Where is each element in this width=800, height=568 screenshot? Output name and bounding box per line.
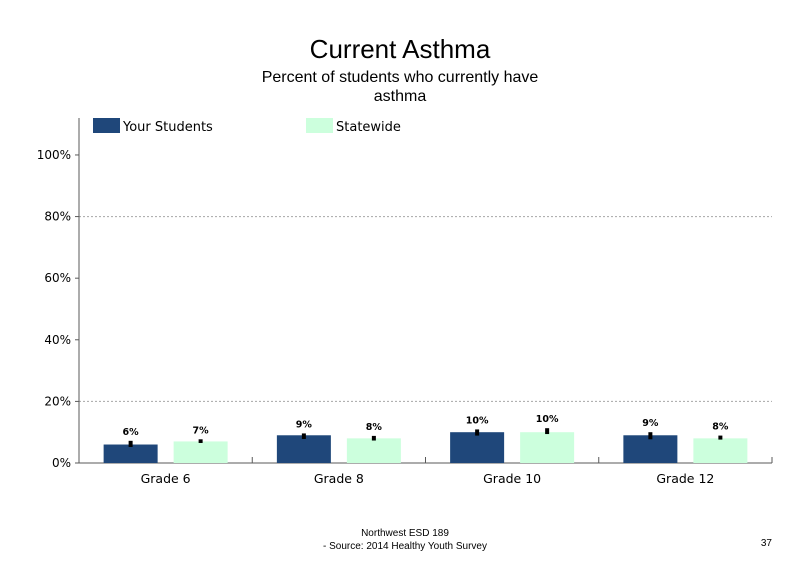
error-bar-your-students-3 — [648, 432, 653, 440]
data-label-your-students-0: 6% — [123, 427, 140, 438]
y-tick-label-0: 0% — [52, 456, 71, 470]
error-bar-your-students-1 — [301, 433, 306, 439]
bar-statewide-2 — [520, 432, 575, 463]
bar-your-students-3 — [623, 435, 678, 463]
bar-your-students-2 — [450, 432, 505, 463]
chart-subtitle: Percent of students who currently have a… — [261, 69, 539, 105]
data-label-statewide-0: 7% — [193, 425, 210, 436]
footer: Northwest ESD 189 - Source: 2014 Healthy… — [300, 527, 510, 553]
x-category-label-2: Grade 10 — [483, 471, 541, 486]
x-category-label-1: Grade 8 — [314, 471, 364, 486]
error-bar-statewide-2 — [545, 428, 550, 435]
page-number: 37 — [760, 538, 772, 549]
legend-label-your-students: Your Students — [122, 120, 213, 135]
legend-swatch-statewide — [306, 118, 333, 133]
bar-statewide-1 — [346, 438, 401, 463]
y-tick-label-40: 40% — [44, 333, 71, 347]
data-label-your-students-2: 10% — [466, 415, 489, 426]
legend-swatch-your-students — [93, 118, 120, 133]
y-tick-label-100: 100% — [37, 148, 71, 162]
error-bar-statewide-0 — [198, 439, 203, 443]
data-label-statewide-3: 8% — [712, 422, 729, 433]
data-label-your-students-3: 9% — [642, 418, 659, 429]
x-category-label-0: Grade 6 — [141, 471, 191, 486]
bar-your-students-0 — [103, 444, 158, 463]
data-label-your-students-1: 9% — [296, 419, 313, 430]
error-bar-statewide-3 — [718, 435, 723, 440]
bar-your-students-1 — [276, 435, 331, 463]
error-bar-statewide-1 — [371, 435, 376, 441]
y-tick-label-20: 20% — [44, 394, 71, 408]
footer-source: - Source: 2014 Healthy Youth Survey — [323, 541, 487, 552]
x-category-label-3: Grade 12 — [656, 471, 714, 486]
error-bar-your-students-2 — [475, 429, 480, 436]
legend-label-statewide: Statewide — [336, 120, 401, 135]
footer-organization: Northwest ESD 189 — [361, 528, 449, 539]
data-label-statewide-1: 8% — [366, 422, 383, 433]
data-label-statewide-2: 10% — [536, 414, 559, 425]
bar-statewide-0 — [173, 441, 228, 463]
bar-statewide-3 — [693, 438, 748, 463]
y-tick-label-60: 60% — [44, 271, 71, 285]
chart-title: Current Asthma — [309, 34, 491, 64]
error-bar-your-students-0 — [128, 440, 133, 447]
y-tick-label-80: 80% — [44, 210, 71, 224]
